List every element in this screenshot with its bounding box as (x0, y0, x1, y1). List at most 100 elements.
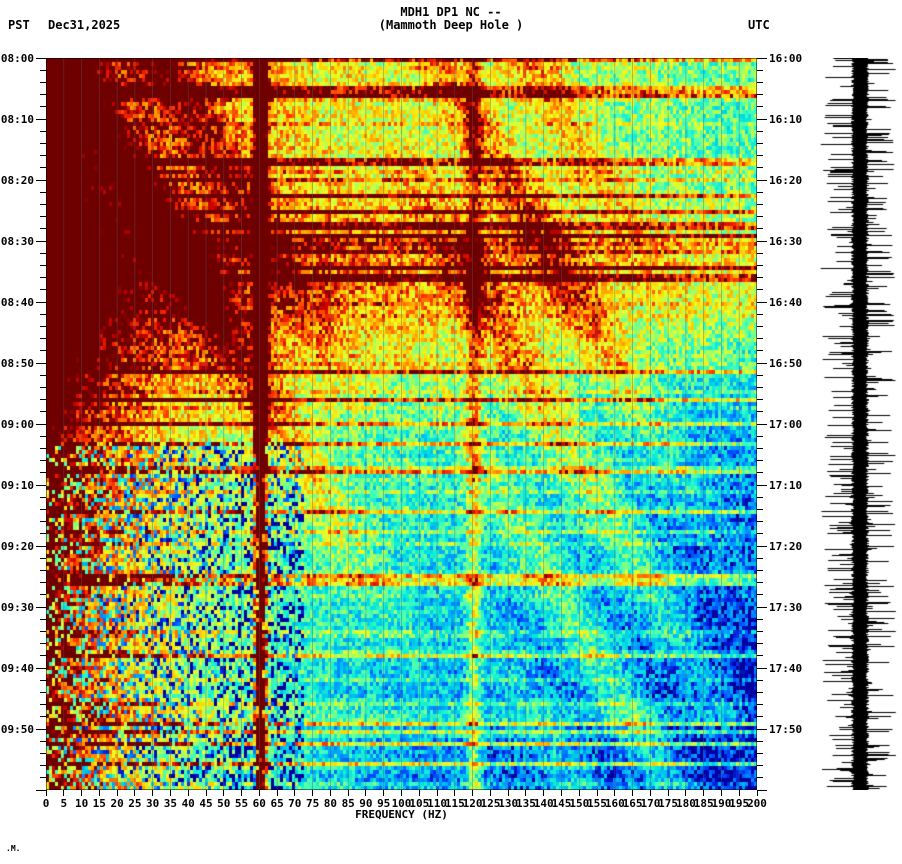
tick-minor (757, 118, 767, 120)
freq-tick-label: 120 (462, 797, 483, 810)
tick-minor (40, 557, 46, 559)
freq-tick-label: 35 (163, 797, 178, 810)
tick-minor (36, 789, 46, 791)
time-tick-label: 16:50 (769, 357, 803, 370)
freq-tick-label: 20 (110, 797, 124, 810)
freq-tick-label: 190 (711, 797, 732, 810)
tick-minor (757, 716, 763, 718)
tick-minor (757, 228, 763, 230)
tick-minor (40, 325, 46, 327)
tick-minor (40, 752, 46, 754)
tick-minor (757, 643, 763, 645)
freq-tick-label: 185 (693, 797, 714, 810)
tick-minor (40, 338, 46, 340)
tick-minor (757, 167, 763, 169)
helicorder-trace-panel (820, 58, 898, 790)
tick-minor (757, 691, 763, 693)
tick-minor (757, 569, 763, 571)
tick-minor (40, 508, 46, 510)
tick-minor (40, 191, 46, 193)
freq-tick (667, 790, 669, 796)
freq-tick-label: 155 (587, 797, 607, 810)
tick-minor (757, 203, 763, 205)
tick-minor (36, 545, 46, 547)
freq-tick-label: 105 (409, 797, 430, 810)
tick-minor (40, 643, 46, 645)
freq-tick (614, 790, 616, 796)
time-tick-label: 09:50 (0, 723, 34, 736)
tick-minor (757, 289, 763, 291)
time-tick-label: 16:20 (769, 174, 803, 187)
freq-tick (436, 790, 438, 796)
tick-minor (757, 704, 763, 706)
tick-minor (40, 216, 46, 218)
freq-tick (401, 790, 402, 796)
freq-tick-label: 10 (74, 797, 89, 810)
tick-minor (757, 667, 767, 669)
tick-minor (36, 423, 46, 425)
freq-tick-label: 80 (323, 797, 338, 810)
freq-tick-label: 200 (747, 797, 767, 810)
time-tick-label: 09:40 (0, 662, 34, 675)
tick-minor (40, 106, 46, 108)
freq-tick (276, 790, 278, 796)
tick-minor (757, 582, 763, 584)
tick-minor (757, 594, 763, 596)
tick-minor (757, 362, 767, 364)
tick-minor (757, 191, 763, 193)
freq-tick-label: 45 (199, 797, 213, 810)
spectrogram-panel[interactable] (46, 58, 757, 790)
tick-minor (40, 313, 46, 315)
tick-minor (40, 399, 46, 401)
tick-minor (40, 130, 46, 132)
tick-minor (757, 69, 763, 71)
tick-minor (757, 313, 763, 315)
freq-tick-label: 75 (305, 797, 320, 810)
tick-minor (757, 277, 763, 279)
tick-minor (757, 264, 763, 266)
tick-minor (757, 94, 763, 96)
tick-minor (40, 765, 46, 767)
freq-tick-label: 60 (252, 797, 266, 810)
tick-minor (757, 435, 763, 437)
freq-tick-label: 15 (92, 797, 106, 810)
helicorder-trace-image (820, 58, 898, 790)
freq-tick (81, 790, 83, 796)
freq-tick-label: 175 (658, 797, 679, 810)
freq-tick-label: 130 (498, 797, 519, 810)
freq-tick (329, 790, 331, 796)
tick-minor (757, 325, 763, 327)
tick-minor (757, 484, 767, 486)
tick-minor (36, 179, 46, 181)
freq-tick-label: 125 (480, 797, 501, 810)
freq-tick-label: 85 (341, 797, 355, 810)
freq-tick (241, 790, 242, 796)
freq-tick-label: 140 (533, 797, 554, 810)
tick-minor (40, 630, 46, 632)
freq-tick-label: 90 (359, 797, 373, 810)
freq-tick-label: 0 (42, 797, 50, 810)
tick-minor (40, 277, 46, 279)
time-tick-label: 17:10 (769, 479, 803, 492)
freq-tick (383, 790, 385, 796)
tick-minor (757, 374, 763, 376)
tick-minor (757, 155, 763, 157)
tick-minor (757, 301, 767, 303)
tick-minor (40, 777, 46, 779)
tick-minor (40, 447, 46, 449)
tick-minor (757, 252, 763, 254)
tick-minor (40, 81, 46, 83)
tick-minor (40, 655, 46, 657)
tick-minor (36, 728, 46, 730)
tick-minor (757, 179, 767, 181)
freq-tick-label: 5 (60, 797, 68, 810)
tick-minor (40, 350, 46, 352)
tick-minor (36, 667, 46, 669)
time-tick-label: 08:10 (0, 113, 34, 126)
page-subtitle: (Mammoth Deep Hole ) (378, 18, 524, 32)
tick-minor (40, 386, 46, 388)
tick-minor (757, 447, 763, 449)
freq-tick-label: 170 (640, 797, 661, 810)
tick-minor (36, 484, 46, 486)
spectrogram-image (46, 58, 757, 790)
